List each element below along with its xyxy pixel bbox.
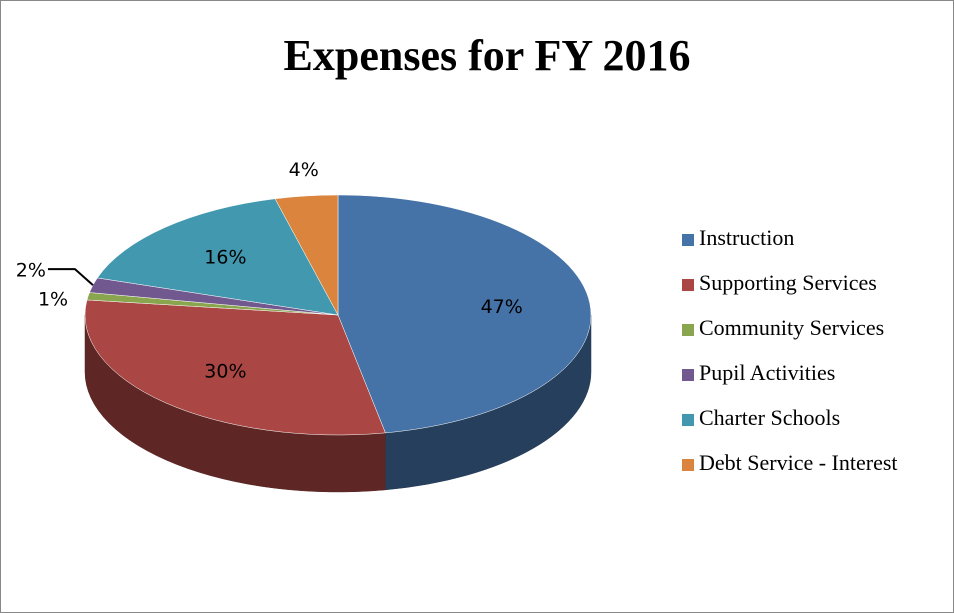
data-label: 1% [38, 289, 68, 311]
chart-title: Expenses for FY 2016 [284, 31, 691, 80]
legend-label: Instruction [699, 225, 794, 250]
legend-label: Supporting Services [699, 270, 877, 295]
data-label: 2% [16, 260, 46, 282]
leader-line [47, 268, 94, 286]
legend-swatch [682, 414, 694, 426]
data-label: 4% [289, 159, 319, 181]
legend-label: Charter Schools [699, 405, 840, 430]
legend-label: Community Services [699, 315, 884, 340]
slice [274, 194, 339, 316]
legend-swatch [682, 369, 694, 381]
slice [84, 299, 386, 436]
legend-swatch [682, 234, 694, 246]
legend-swatch [682, 459, 694, 471]
slice [96, 198, 339, 316]
slice [337, 194, 592, 434]
data-label: 16% [204, 247, 246, 269]
legend-label: Pupil Activities [699, 360, 835, 385]
legend-swatch [682, 279, 694, 291]
data-label: 30% [204, 360, 246, 382]
legend-label: Debt Service - Interest [699, 450, 898, 475]
data-label: 47% [481, 296, 523, 318]
legend-swatch [682, 324, 694, 336]
